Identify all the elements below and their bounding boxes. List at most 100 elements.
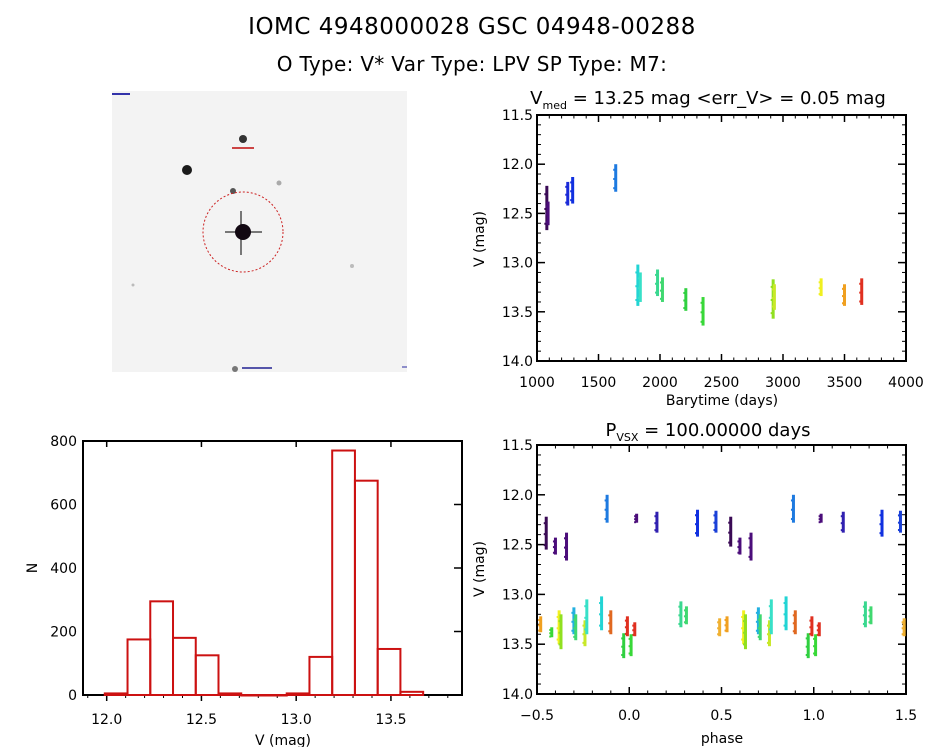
light-curve-chart: Vmed = 13.25 mag <err_V> = 0.05 mag 1000… <box>472 88 924 409</box>
data-point-group <box>566 181 570 206</box>
data-point <box>608 630 611 633</box>
histogram-bar <box>172 636 197 697</box>
data-point <box>842 295 844 298</box>
x-tick-label: 0.0 <box>618 708 640 724</box>
field-star <box>350 264 354 268</box>
data-point <box>713 514 716 517</box>
data-point <box>879 532 882 535</box>
x-tick-label: 13.0 <box>281 712 312 728</box>
data-point-group <box>863 601 867 628</box>
data-point <box>879 514 882 517</box>
data-point-group <box>585 599 589 635</box>
y-tick-label: 12.0 <box>502 488 533 504</box>
data-point <box>538 629 541 632</box>
data-point <box>621 645 624 648</box>
field-star <box>276 180 282 186</box>
data-point-group <box>898 510 902 533</box>
data-point <box>538 624 541 627</box>
data-point <box>748 555 751 558</box>
data-point <box>868 621 871 624</box>
data-point <box>545 221 548 224</box>
histogram-bar <box>194 654 220 696</box>
data-point <box>862 605 865 608</box>
data-point <box>724 624 727 627</box>
data-point <box>683 307 686 310</box>
data-point-group <box>574 614 578 641</box>
data-point <box>608 622 611 625</box>
data-point <box>599 624 602 627</box>
data-point <box>783 613 786 616</box>
data-point-group <box>742 610 746 645</box>
data-point <box>755 620 758 623</box>
data-point <box>678 622 681 625</box>
data-point-group <box>684 288 688 311</box>
data-point-group <box>656 269 660 297</box>
data-point <box>556 627 559 630</box>
data-point-group <box>546 201 550 226</box>
data-point <box>809 632 812 635</box>
data-point <box>755 611 758 614</box>
coord-label <box>242 367 272 369</box>
data-point-group <box>793 610 797 635</box>
data-point-group <box>869 606 873 625</box>
data-point <box>634 521 637 524</box>
data-point <box>897 521 900 524</box>
histogram-bar <box>376 647 402 696</box>
data-point <box>741 638 744 641</box>
data-point <box>816 633 819 636</box>
data-point <box>742 620 745 623</box>
data-point <box>816 624 819 627</box>
histogram-bar <box>240 694 265 697</box>
data-point <box>695 523 698 526</box>
data-point <box>543 533 546 536</box>
data-point <box>549 632 552 635</box>
data-point-group <box>810 616 814 637</box>
data-point <box>683 609 686 612</box>
data-point <box>770 285 773 288</box>
data-point <box>608 614 611 617</box>
data-point-group <box>714 510 718 533</box>
data-point <box>635 299 638 302</box>
data-point-group <box>743 614 747 650</box>
data-point <box>621 653 624 656</box>
y-tick-label: 200 <box>50 625 77 641</box>
data-point <box>582 633 585 636</box>
data-point <box>678 605 681 608</box>
data-point <box>897 514 900 517</box>
data-point-group <box>550 627 554 638</box>
data-point <box>634 518 637 521</box>
y-tick-label: 400 <box>50 561 77 577</box>
data-point <box>737 546 740 549</box>
data-point <box>901 627 904 630</box>
x-tick-label: 3000 <box>765 375 801 391</box>
data-point <box>748 546 751 549</box>
data-point <box>757 635 760 638</box>
data-point <box>558 631 561 634</box>
x-tick-label: 13.5 <box>375 712 406 728</box>
page-title: IOMC 4948000028 GSC 04948-00288 <box>248 14 696 40</box>
data-point <box>624 632 627 635</box>
data-point <box>655 273 658 276</box>
data-point <box>558 643 561 646</box>
data-point-group <box>629 634 633 657</box>
data-point-group <box>636 264 640 306</box>
y-tick-label: 0 <box>68 688 77 704</box>
data-point <box>538 618 541 621</box>
data-point <box>544 193 547 196</box>
data-point <box>742 643 745 646</box>
data-point-group <box>729 516 733 547</box>
data-point-group <box>557 610 561 645</box>
data-point <box>637 287 640 290</box>
data-point <box>768 616 771 619</box>
data-point <box>809 626 812 629</box>
data-point <box>635 271 638 274</box>
data-point-group <box>600 596 604 631</box>
data-point <box>868 615 871 618</box>
data-point <box>695 514 698 517</box>
data-point <box>659 281 662 284</box>
data-point <box>816 629 819 632</box>
data-point <box>790 518 793 521</box>
data-point <box>628 637 631 640</box>
data-point <box>805 637 808 640</box>
data-point <box>768 605 771 608</box>
